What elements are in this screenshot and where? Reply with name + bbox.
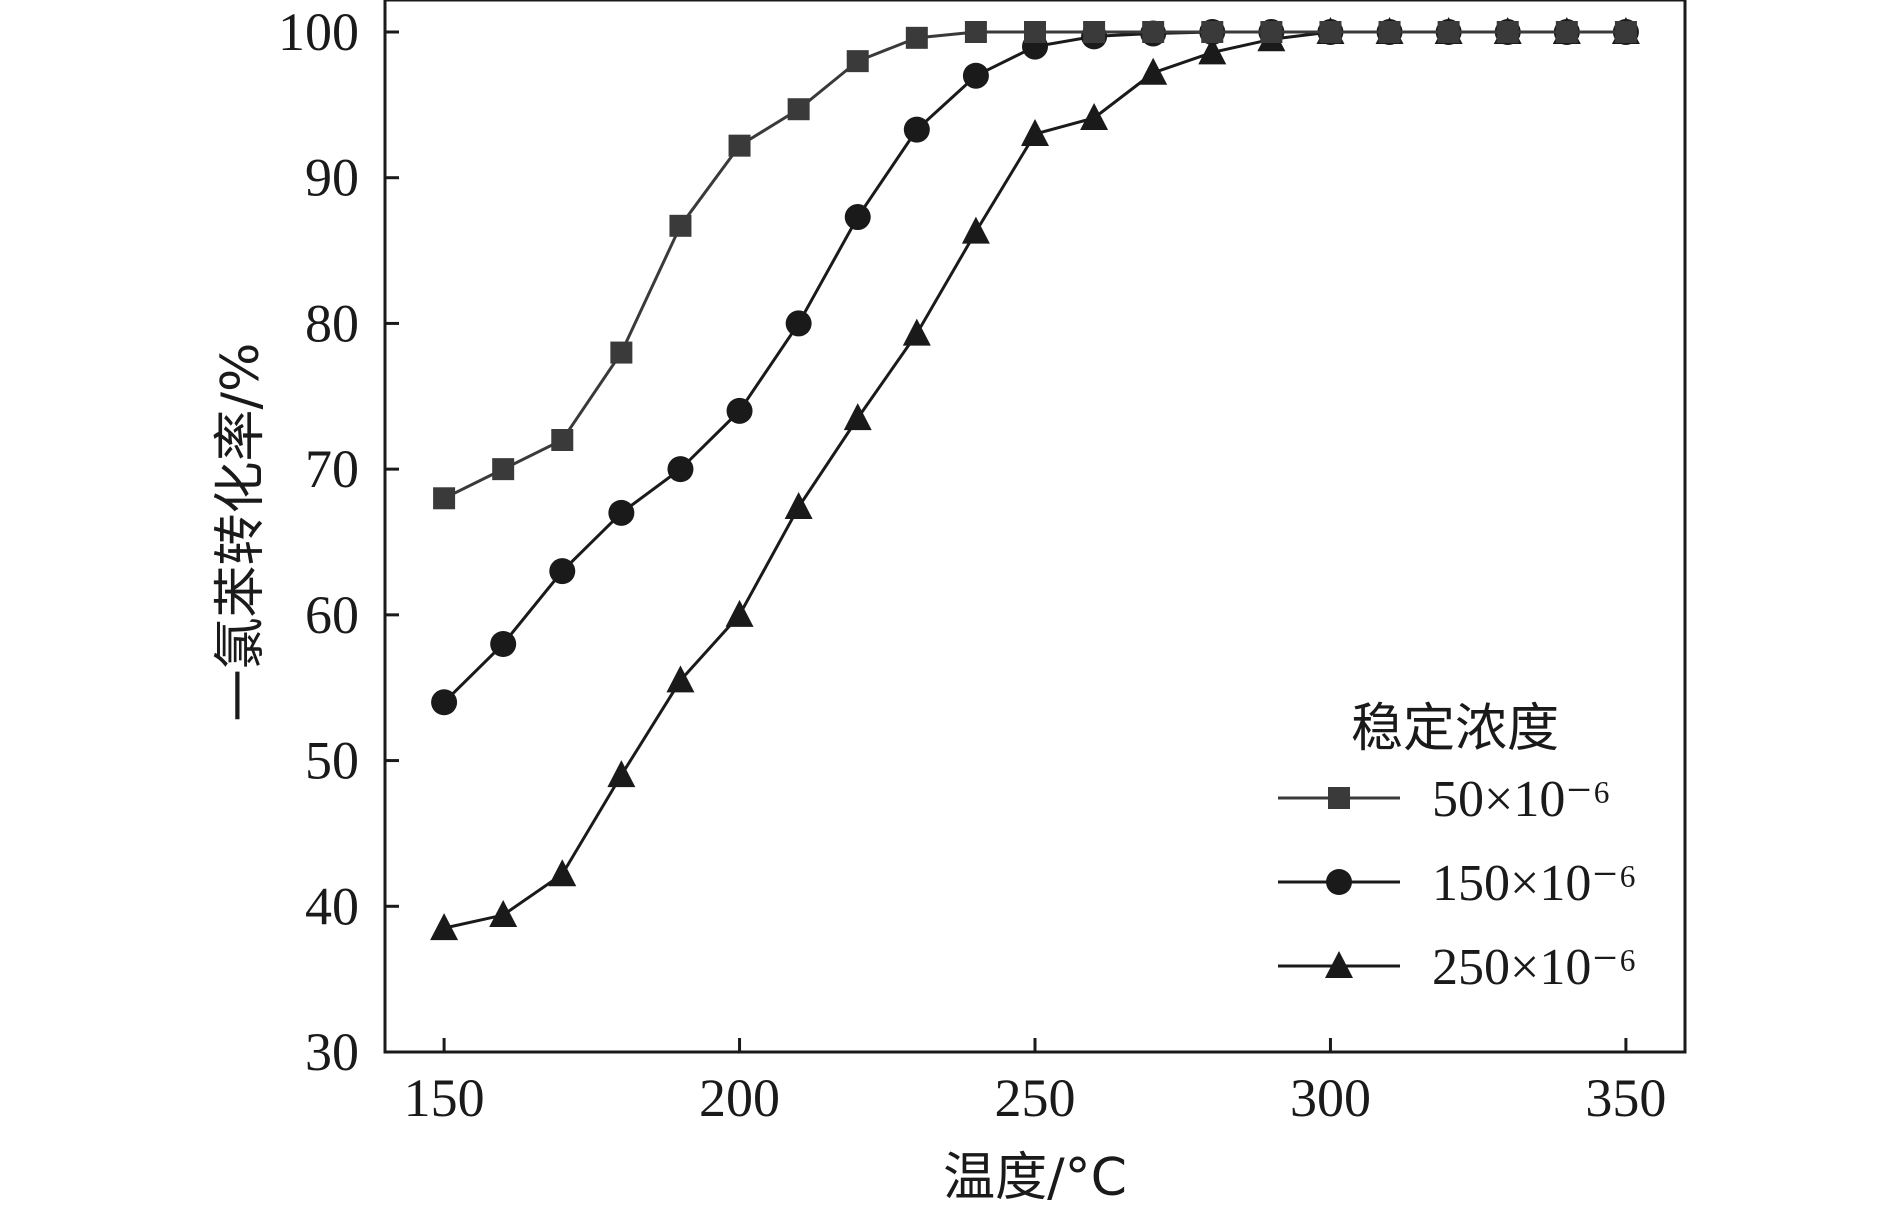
data-point: [787, 98, 810, 121]
x-tick-label: 150: [404, 1068, 485, 1128]
data-point: [903, 116, 930, 143]
data-point: [489, 900, 518, 928]
y-tick-label: 80: [305, 293, 359, 353]
legend-marker: [1325, 951, 1353, 978]
x-tick-label: 350: [1585, 1068, 1666, 1128]
data-point: [607, 760, 636, 788]
y-axis-title: 一氯苯转化率/%: [211, 343, 271, 722]
data-point: [905, 26, 928, 49]
legend-label: 150×10⁻⁶: [1432, 855, 1637, 912]
data-point: [433, 487, 456, 510]
x-tick-label: 250: [995, 1068, 1076, 1128]
y-tick-label: 90: [305, 148, 359, 208]
series-1: [433, 21, 1637, 510]
data-point: [1024, 21, 1046, 43]
data-point: [667, 456, 694, 483]
data-point: [490, 631, 517, 657]
data-point: [785, 310, 812, 337]
series-group: [430, 17, 1640, 941]
y-tick-label: 100: [278, 2, 359, 62]
data-point: [1260, 21, 1283, 43]
legend-item: 150×10⁻⁶: [1278, 855, 1637, 912]
y-tick-label: 30: [305, 1022, 359, 1082]
data-point: [1198, 37, 1227, 65]
data-point: [492, 458, 515, 481]
data-point: [902, 318, 931, 346]
data-point: [784, 492, 813, 520]
y-tick-label: 50: [305, 731, 359, 791]
y-axis-ticks: 30 40 50 60 70 80 90 100: [278, 2, 399, 1082]
legend-title: 稳定浓度: [1351, 699, 1559, 759]
data-point: [1139, 57, 1168, 85]
data-point: [608, 499, 635, 526]
x-tick-label: 300: [1290, 1068, 1371, 1128]
data-point: [1437, 21, 1460, 43]
data-point: [1496, 21, 1519, 43]
y-tick-label: 70: [305, 439, 359, 499]
data-point: [1319, 21, 1342, 43]
legend-label: 50×10⁻⁶: [1432, 771, 1611, 828]
series-line: [443, 30, 1626, 500]
data-point: [961, 216, 990, 244]
data-point: [844, 204, 871, 231]
data-point: [1142, 21, 1165, 43]
data-point: [1614, 21, 1637, 43]
data-point: [430, 913, 459, 941]
data-point: [1083, 21, 1106, 43]
x-axis-title: 温度/°C: [943, 1148, 1127, 1208]
data-point: [726, 397, 753, 424]
data-point: [1021, 119, 1049, 146]
legend-item: 250×10⁻⁶: [1278, 939, 1637, 996]
data-point: [1555, 21, 1578, 43]
data-point: [1201, 21, 1224, 43]
data-point: [1080, 102, 1109, 130]
data-point: [551, 429, 574, 451]
legend: 稳定浓度 50×10⁻⁶ 150×10⁻⁶ 250×10⁻⁶: [1278, 699, 1637, 996]
x-axis-ticks: 150 200 250 300 350: [404, 1038, 1666, 1128]
y-tick-label: 40: [305, 876, 359, 936]
legend-marker: [1328, 787, 1350, 809]
data-point: [728, 134, 751, 157]
legend-item: 50×10⁻⁶: [1278, 771, 1611, 828]
legend-label: 250×10⁻⁶: [1432, 939, 1637, 996]
data-point: [666, 665, 695, 693]
data-point: [669, 214, 692, 237]
data-point: [846, 50, 869, 73]
data-point: [548, 859, 577, 887]
data-point: [843, 403, 872, 431]
y-tick-label: 60: [305, 585, 359, 645]
data-point: [962, 62, 989, 89]
legend-marker: [1326, 869, 1352, 895]
data-point: [431, 689, 458, 716]
data-point: [610, 341, 633, 364]
x-tick-label: 200: [699, 1068, 780, 1128]
data-point: [1378, 21, 1401, 43]
data-point: [964, 21, 987, 43]
data-point: [549, 558, 576, 585]
data-point: [725, 599, 754, 627]
